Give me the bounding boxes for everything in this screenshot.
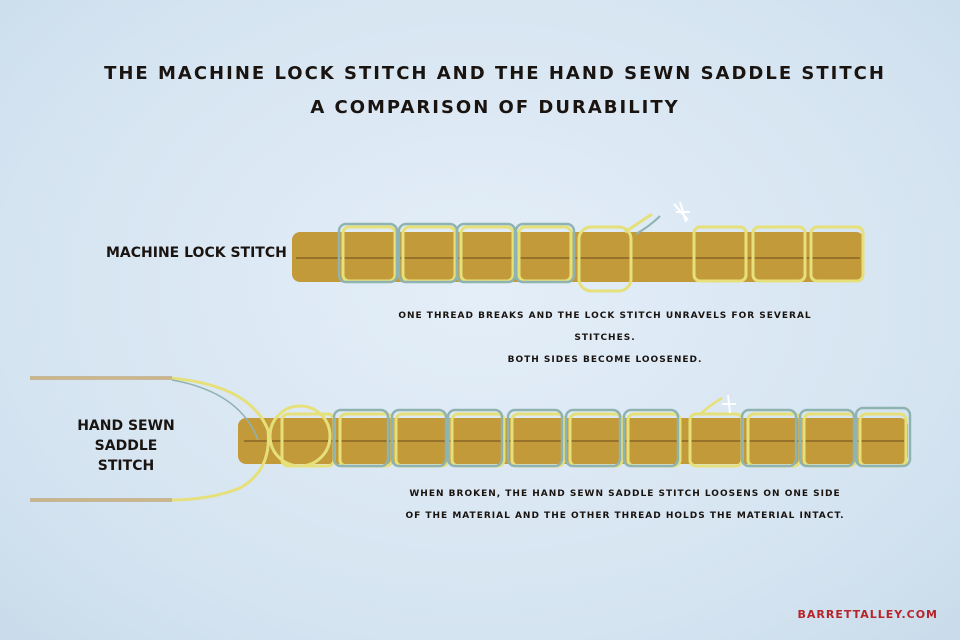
saddle-label-line2: Saddle Stitch xyxy=(94,438,158,474)
burst-ray xyxy=(727,394,731,414)
saddle-caption-line2: of the material and the other thread hol… xyxy=(405,511,845,521)
lock-stitch-under xyxy=(514,222,576,284)
burst-ray xyxy=(679,201,687,223)
saddle-stitch-under xyxy=(332,408,390,468)
saddle-thread-loop xyxy=(268,404,332,468)
saddle-stitch-under xyxy=(740,408,798,468)
saddle-caption-line1: When broken, the hand sewn saddle stitch… xyxy=(409,489,841,499)
saddle-stitch-under xyxy=(854,406,912,468)
saddle-stitch-caption: When broken, the hand sewn saddle stitch… xyxy=(390,483,860,527)
saddle-stitches-blue xyxy=(332,406,912,468)
saddle-stitch-under xyxy=(506,408,564,468)
lock-stitches-blue xyxy=(337,222,576,284)
site-credit: barrettalley.com xyxy=(797,608,938,621)
saddle-stitch-diagram xyxy=(30,376,912,502)
needle-icon xyxy=(30,376,172,502)
saddle-stitch-label: Hand Sewn Saddle Stitch xyxy=(68,416,184,476)
lock-stitch xyxy=(692,225,748,283)
burst-ray xyxy=(673,203,689,221)
lock-stitch-caption: One thread breaks and the lock stitch un… xyxy=(370,305,840,371)
lock-break-burst xyxy=(673,201,690,223)
lock-broken-thread xyxy=(624,212,653,234)
lock-stitch-loose xyxy=(577,225,633,293)
saddle-thread-to-needles xyxy=(169,376,270,502)
saddle-stitch-under xyxy=(798,408,856,468)
page-title: The Machine Lock Stitch and the Hand Sew… xyxy=(104,63,886,84)
saddle-stitch-under xyxy=(622,408,680,468)
saddle-thread-shadow xyxy=(171,379,259,441)
lock-stitch-label: Machine Lock Stitch xyxy=(106,245,287,261)
page-subtitle: A Comparison of Durability xyxy=(310,97,680,118)
lock-stitch xyxy=(751,225,807,283)
lock-caption-line1: One thread breaks and the lock stitch un… xyxy=(398,311,812,343)
saddle-label-line1: Hand Sewn xyxy=(77,418,175,434)
saddle-stitch-under xyxy=(390,408,448,468)
saddle-break-burst xyxy=(722,394,736,414)
lock-stitch-diagram xyxy=(292,201,865,293)
lock-caption-line2: Both sides become loosened. xyxy=(507,355,703,365)
saddle-broken-thread xyxy=(699,396,723,415)
lock-stitch-under xyxy=(337,222,399,284)
saddle-stitch-under xyxy=(446,408,504,468)
lock-broken-thread xyxy=(635,215,661,235)
saddle-stitch-under xyxy=(564,408,622,468)
lock-stitch xyxy=(809,225,865,283)
